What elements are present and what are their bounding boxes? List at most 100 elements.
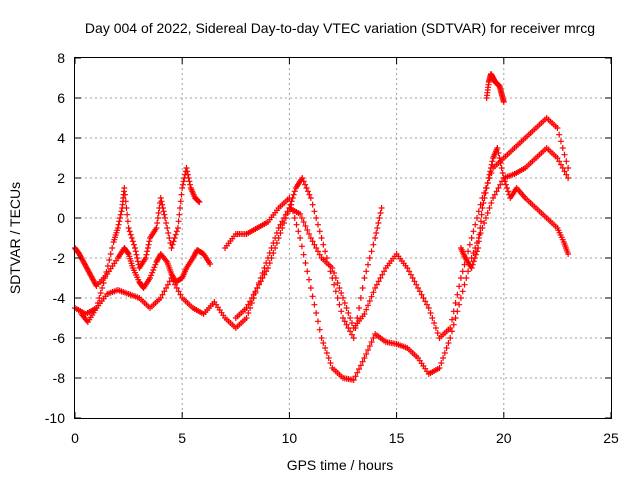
data-point <box>104 263 111 269</box>
data-point <box>447 325 454 331</box>
data-point <box>177 205 184 211</box>
data-point <box>483 185 490 191</box>
data-point <box>375 278 382 285</box>
data-point <box>314 221 321 228</box>
series-track-4 <box>222 145 572 383</box>
data-point <box>166 235 173 241</box>
data-point <box>481 195 488 201</box>
data-point <box>152 261 159 268</box>
data-point <box>477 218 484 225</box>
data-point <box>247 298 254 305</box>
data-point <box>318 335 325 341</box>
data-point <box>282 211 289 218</box>
data-point <box>243 305 250 311</box>
data-point <box>147 275 154 281</box>
data-point <box>557 138 564 145</box>
data-points <box>72 71 572 383</box>
data-point <box>496 155 503 161</box>
data-point <box>479 205 486 211</box>
data-point <box>132 248 139 255</box>
data-point <box>456 283 463 290</box>
data-point <box>116 218 123 225</box>
data-point <box>338 290 345 296</box>
data-point <box>489 158 496 165</box>
data-point <box>264 255 271 261</box>
data-point <box>177 198 184 205</box>
data-point <box>368 339 375 345</box>
data-point <box>359 358 366 365</box>
data-point <box>486 171 493 178</box>
data-point <box>482 190 489 196</box>
data-point <box>463 275 470 281</box>
data-point <box>277 221 284 228</box>
data-point <box>450 308 457 315</box>
data-point <box>497 181 504 188</box>
data-point <box>480 200 487 206</box>
data-point <box>472 251 479 258</box>
data-point <box>438 360 445 366</box>
data-point <box>499 170 506 176</box>
data-point <box>407 271 414 278</box>
data-point <box>423 301 430 308</box>
data-point <box>411 278 418 285</box>
data-point <box>322 345 329 351</box>
y-tick-label: 4 <box>57 130 65 146</box>
data-point <box>565 251 572 257</box>
data-point <box>304 188 311 195</box>
data-point <box>359 285 366 291</box>
data-point <box>252 288 259 295</box>
data-point <box>475 238 482 245</box>
data-point <box>565 165 572 171</box>
data-point <box>254 285 261 291</box>
data-point <box>106 257 113 263</box>
data-point <box>154 215 161 221</box>
data-point <box>557 161 564 168</box>
data-point <box>452 300 459 306</box>
data-point <box>457 275 464 281</box>
data-point <box>148 272 155 279</box>
data-point <box>443 345 450 351</box>
data-point <box>159 205 166 211</box>
data-point <box>459 268 466 275</box>
data-point <box>163 220 170 226</box>
data-point <box>456 301 463 308</box>
data-point <box>465 248 472 255</box>
data-point <box>415 285 422 291</box>
data-point <box>363 306 370 313</box>
data-point <box>313 215 320 221</box>
data-point <box>245 301 252 308</box>
data-point <box>338 308 345 315</box>
data-point <box>363 351 370 357</box>
data-point <box>102 275 109 281</box>
axis-ticks: 0 5 10 15 20 25 -10 -8 -6 -4 -2 0 2 4 6 8 <box>45 50 619 446</box>
data-point <box>556 158 563 165</box>
data-point <box>348 331 355 338</box>
data-point <box>377 275 384 281</box>
data-point <box>284 208 291 215</box>
data-point <box>440 355 447 361</box>
data-point <box>309 201 316 208</box>
data-point <box>115 221 122 228</box>
data-point <box>125 225 132 231</box>
data-point <box>126 228 133 235</box>
data-point <box>245 310 252 316</box>
data-point <box>332 275 339 281</box>
data-point <box>153 225 160 231</box>
y-tick-label: 0 <box>57 210 65 226</box>
data-point <box>165 230 172 236</box>
data-point <box>259 270 266 276</box>
data-point <box>291 215 298 221</box>
x-tick-label: 5 <box>178 430 186 446</box>
data-point <box>356 366 363 372</box>
data-point <box>173 228 180 235</box>
data-point <box>356 305 363 311</box>
data-point <box>161 211 168 218</box>
data-point <box>427 310 434 316</box>
chart-title: Day 004 of 2022, Sidereal Day-to-day VTE… <box>85 20 595 36</box>
data-point <box>176 211 183 218</box>
data-point <box>488 161 495 168</box>
data-point <box>329 265 336 271</box>
data-point <box>452 315 459 321</box>
data-point <box>466 241 473 248</box>
data-point <box>322 248 329 255</box>
